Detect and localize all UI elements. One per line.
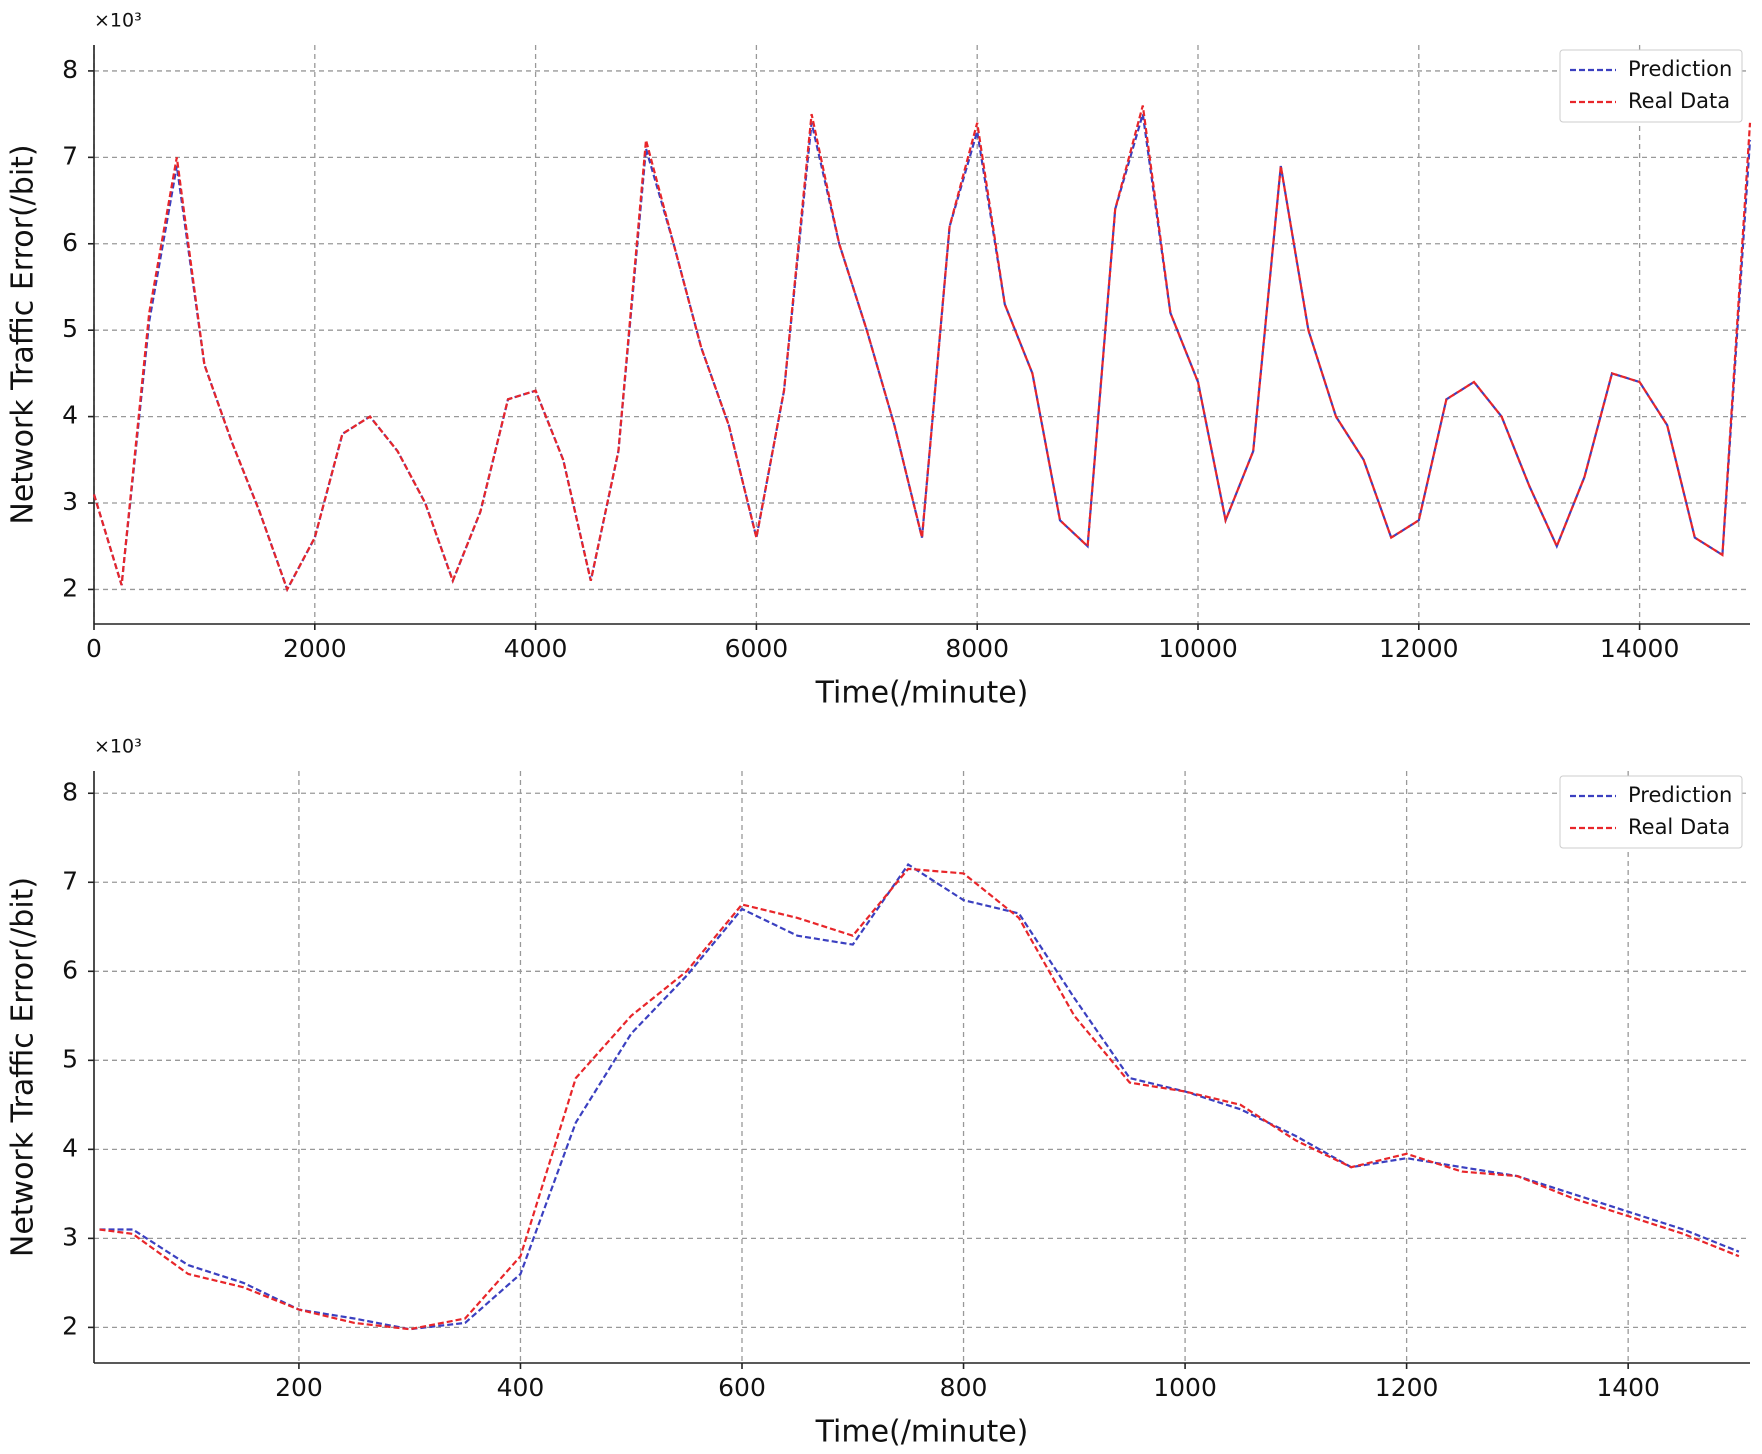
y-tick-label: 3: [62, 487, 78, 516]
x-tick-label: 4000: [504, 634, 568, 663]
x-tick-label: 0: [86, 634, 102, 663]
data-line: [99, 862, 1740, 1331]
legend-label: Prediction: [1628, 783, 1732, 807]
y-tick-label: 8: [62, 777, 78, 806]
data-line: [92, 105, 1752, 593]
x-axis-label: Time(/minute): [815, 1415, 1029, 1450]
x-tick-label: 400: [497, 1373, 545, 1402]
x-axis-label: Time(/minute): [815, 676, 1029, 711]
y-axis-label: Network Traffic Error(/bit): [6, 877, 41, 1257]
y-multiplier: ×10³: [94, 736, 142, 758]
legend-label: Prediction: [1628, 57, 1732, 81]
y-tick-label: 5: [62, 314, 78, 343]
y-tick-label: 2: [62, 1311, 78, 1340]
y-tick-label: 3: [62, 1222, 78, 1251]
x-tick-label: 8000: [945, 634, 1009, 663]
legend-box: [1559, 49, 1743, 123]
y-tick-label: 5: [62, 1044, 78, 1073]
y-tick-label: 6: [62, 228, 78, 257]
subplot: 2 3 4 5 6 7 8 200 400 600 800 1000 1200 1400 Time(/min…: [6, 736, 1750, 1450]
legend: Prediction Real Data: [1559, 49, 1743, 123]
x-tick-label: 6000: [725, 634, 789, 663]
legend-box: [1559, 775, 1743, 849]
x-tick-label: 2000: [283, 634, 347, 663]
x-tick-label: 14000: [1600, 634, 1680, 663]
y-axis-label: Network Traffic Error(/bit): [6, 144, 41, 524]
legend-label: Real Data: [1628, 815, 1730, 839]
x-tick-label: 12000: [1379, 634, 1459, 663]
y-tick-label: 8: [62, 55, 78, 84]
legend-label: Real Data: [1628, 89, 1730, 113]
x-tick-label: 1200: [1375, 1373, 1439, 1402]
y-tick-label: 2: [62, 573, 78, 602]
y-tick-label: 6: [62, 955, 78, 984]
y-multiplier: ×10³: [94, 10, 142, 32]
y-tick-label: 7: [62, 141, 78, 170]
x-tick-label: 1000: [1153, 1373, 1217, 1402]
subplot: 2 3 4 5 6 7 8 0 2000 4000 6000 8000 10000 12000 14000 T…: [6, 10, 1752, 711]
data-line: [99, 867, 1740, 1331]
y-tick-label: 4: [62, 401, 78, 430]
x-tick-label: 10000: [1158, 634, 1238, 663]
y-tick-label: 7: [62, 866, 78, 895]
x-tick-label: 200: [275, 1373, 323, 1402]
x-tick-label: 600: [718, 1373, 766, 1402]
data-line: [92, 113, 1752, 593]
y-tick-label: 4: [62, 1133, 78, 1162]
x-tick-label: 800: [940, 1373, 988, 1402]
x-tick-label: 1400: [1596, 1373, 1660, 1402]
legend: Prediction Real Data: [1559, 775, 1743, 849]
